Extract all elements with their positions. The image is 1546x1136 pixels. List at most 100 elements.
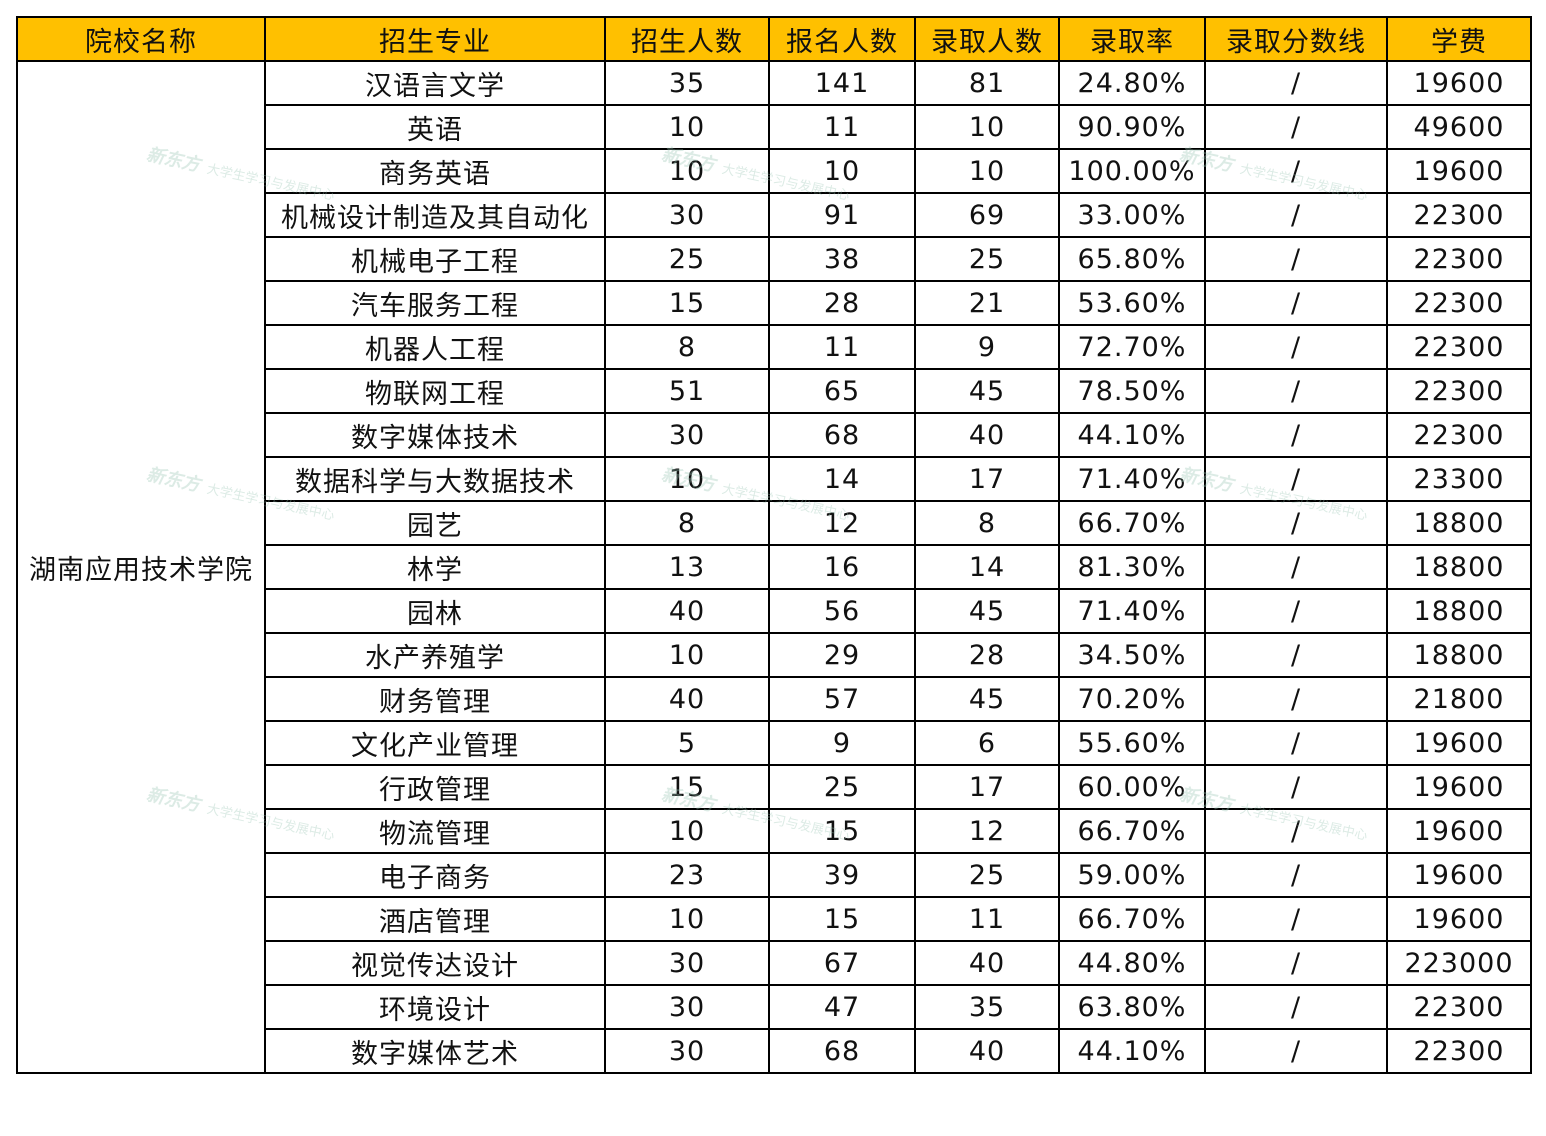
major-cell: 视觉传达设计 (264, 940, 606, 986)
admit-rate-cell: 71.40% (1058, 588, 1206, 634)
applicants-cell: 39 (768, 852, 916, 898)
applicants-cell: 14 (768, 456, 916, 502)
admit-rate-cell: 100.00% (1058, 148, 1206, 194)
table-row: 商务英语 10 10 10 100.00%/19600 (17, 148, 1532, 194)
cutoff-score-cell: / (1204, 368, 1388, 414)
enroll-plan-cell: 10 (604, 148, 770, 194)
applicants-cell: 68 (768, 1028, 916, 1074)
column-header-admitted: 录取人数 (914, 16, 1060, 62)
tuition-cell: 18800 (1386, 588, 1532, 634)
enroll-plan-cell: 5 (604, 720, 770, 766)
major-cell: 数据科学与大数据技术 (264, 456, 606, 502)
cutoff-score-cell: / (1204, 676, 1388, 722)
school-name-cell: 湖南应用技术学院 (16, 60, 266, 1074)
column-header-major: 招生专业 (264, 16, 606, 62)
applicants-cell: 28 (768, 280, 916, 326)
admitted-cell: 45 (914, 368, 1060, 414)
admit-rate-cell: 66.70% (1058, 896, 1206, 942)
admit-rate-cell: 71.40% (1058, 456, 1206, 502)
admit-rate-cell: 55.60% (1058, 720, 1206, 766)
admit-rate-cell: 66.70% (1058, 808, 1206, 854)
tuition-cell: 22300 (1386, 280, 1532, 326)
cutoff-score-cell: / (1204, 544, 1388, 590)
applicants-cell: 38 (768, 236, 916, 282)
applicants-cell: 47 (768, 984, 916, 1030)
enroll-plan-cell: 25 (604, 236, 770, 282)
cutoff-score-cell: / (1204, 192, 1388, 238)
admitted-cell: 12 (914, 808, 1060, 854)
tuition-cell: 19600 (1386, 764, 1532, 810)
admitted-cell: 17 (914, 764, 1060, 810)
applicants-cell: 15 (768, 808, 916, 854)
applicants-cell: 57 (768, 676, 916, 722)
major-cell: 机器人工程 (264, 324, 606, 370)
tuition-cell: 18800 (1386, 544, 1532, 590)
admit-rate-cell: 65.80% (1058, 236, 1206, 282)
enroll-plan-cell: 30 (604, 984, 770, 1030)
cutoff-score-cell: / (1204, 764, 1388, 810)
enroll-plan-cell: 30 (604, 1028, 770, 1074)
enroll-plan-cell: 30 (604, 192, 770, 238)
tuition-cell: 49600 (1386, 104, 1532, 150)
table-row: 园林 40 56 45 71.40%/18800 (17, 588, 1532, 634)
admit-rate-cell: 44.10% (1058, 412, 1206, 458)
table-row: 数字媒体艺术 30 68 40 44.10%/22300 (17, 1028, 1532, 1074)
major-cell: 物联网工程 (264, 368, 606, 414)
major-cell: 园艺 (264, 500, 606, 546)
enroll-plan-cell: 10 (604, 896, 770, 942)
cutoff-score-cell: / (1204, 236, 1388, 282)
cutoff-score-cell: / (1204, 984, 1388, 1030)
column-header-enroll-plan: 招生人数 (604, 16, 770, 62)
column-header-school: 院校名称 (16, 16, 266, 62)
tuition-cell: 19600 (1386, 896, 1532, 942)
admitted-cell: 6 (914, 720, 1060, 766)
tuition-cell: 19600 (1386, 720, 1532, 766)
column-header-cutoff-score: 录取分数线 (1204, 16, 1388, 62)
admit-rate-cell: 70.20% (1058, 676, 1206, 722)
enroll-plan-cell: 15 (604, 764, 770, 810)
cutoff-score-cell: / (1204, 720, 1388, 766)
table-row: 英语 10 11 10 90.90%/49600 (17, 104, 1532, 150)
enroll-plan-cell: 35 (604, 60, 770, 106)
table-row: 数字媒体技术 30 68 40 44.10%/22300 (17, 412, 1532, 458)
cutoff-score-cell: / (1204, 280, 1388, 326)
table-row: 园艺 8 12 8 66.70%/18800 (17, 500, 1532, 546)
applicants-cell: 29 (768, 632, 916, 678)
admitted-cell: 25 (914, 236, 1060, 282)
tuition-cell: 22300 (1386, 984, 1532, 1030)
admitted-cell: 10 (914, 104, 1060, 150)
admit-rate-cell: 44.80% (1058, 940, 1206, 986)
admitted-cell: 9 (914, 324, 1060, 370)
tuition-cell: 223000 (1386, 940, 1532, 986)
enroll-plan-cell: 30 (604, 940, 770, 986)
tuition-cell: 21800 (1386, 676, 1532, 722)
admitted-cell: 40 (914, 412, 1060, 458)
admit-rate-cell: 33.00% (1058, 192, 1206, 238)
admit-rate-cell: 63.80% (1058, 984, 1206, 1030)
admit-rate-cell: 72.70% (1058, 324, 1206, 370)
table-row: 湖南应用技术学院 汉语言文学 35 141 81 24.80%/19600 (16, 60, 1532, 1074)
tuition-cell: 22300 (1386, 192, 1532, 238)
admit-rate-cell: 66.70% (1058, 500, 1206, 546)
tuition-cell: 19600 (1386, 60, 1532, 106)
admitted-cell: 45 (914, 588, 1060, 634)
admit-rate-cell: 78.50% (1058, 368, 1206, 414)
major-cell: 汽车服务工程 (264, 280, 606, 326)
applicants-cell: 12 (768, 500, 916, 546)
admitted-cell: 25 (914, 852, 1060, 898)
enroll-plan-cell: 10 (604, 632, 770, 678)
admitted-cell: 35 (914, 984, 1060, 1030)
major-cell: 数字媒体技术 (264, 412, 606, 458)
admitted-cell: 40 (914, 1028, 1060, 1074)
table-row: 视觉传达设计 30 67 40 44.80%/223000 (17, 940, 1532, 986)
tuition-cell: 22300 (1386, 368, 1532, 414)
applicants-cell: 68 (768, 412, 916, 458)
major-cell: 文化产业管理 (264, 720, 606, 766)
table-row: 汽车服务工程 15 28 21 53.60%/22300 (17, 280, 1532, 326)
admitted-cell: 28 (914, 632, 1060, 678)
applicants-cell: 9 (768, 720, 916, 766)
tuition-cell: 19600 (1386, 808, 1532, 854)
applicants-cell: 67 (768, 940, 916, 986)
enroll-plan-cell: 8 (604, 500, 770, 546)
admitted-cell: 11 (914, 896, 1060, 942)
